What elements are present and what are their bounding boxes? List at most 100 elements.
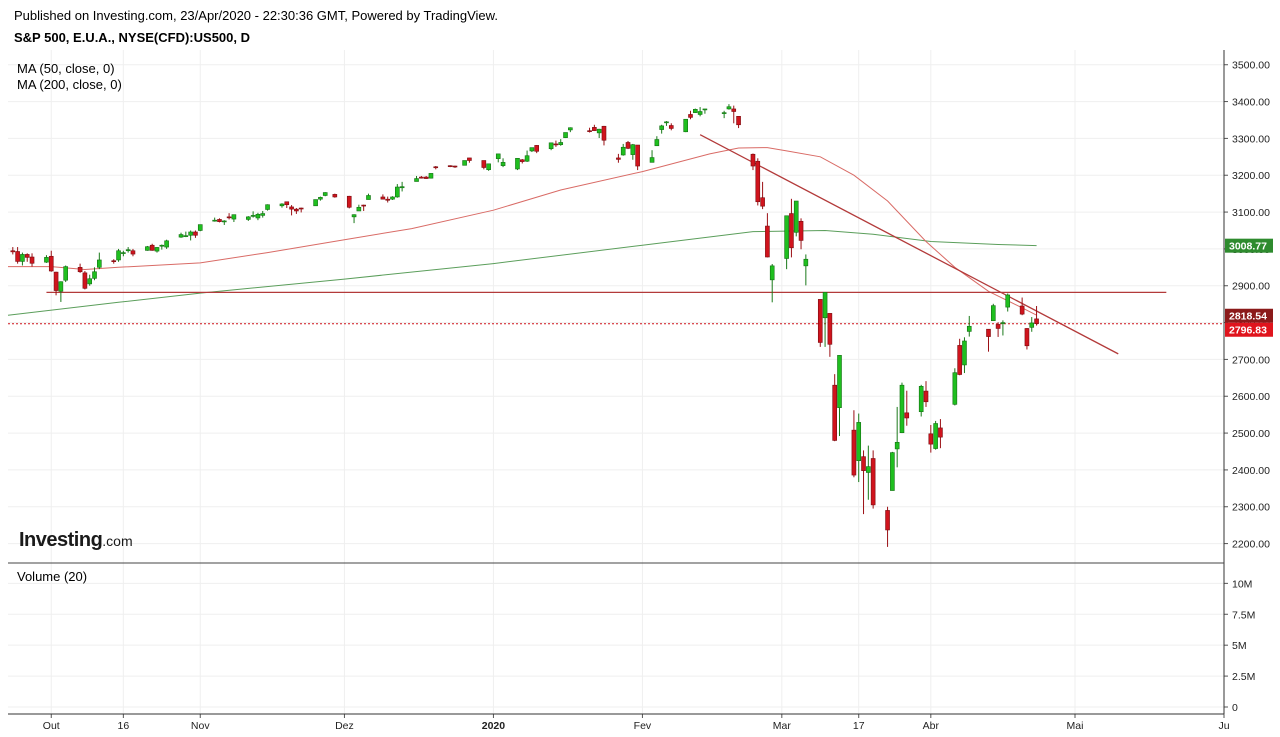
candle-body bbox=[688, 114, 693, 118]
candle-body bbox=[279, 203, 285, 207]
candle-body bbox=[265, 204, 270, 210]
candle-body bbox=[702, 108, 708, 111]
candle-body bbox=[952, 372, 958, 405]
candle-body bbox=[495, 153, 501, 159]
logo-suffix-text: .com bbox=[102, 533, 133, 549]
drawn-lines bbox=[8, 134, 1224, 355]
candle-body bbox=[890, 452, 895, 491]
candle-body bbox=[212, 219, 217, 222]
candle-body bbox=[962, 340, 967, 366]
candle-body bbox=[668, 125, 674, 129]
candle-body bbox=[592, 127, 597, 131]
candle-body bbox=[1000, 322, 1006, 324]
candle-body bbox=[428, 173, 434, 179]
candle-body bbox=[563, 132, 568, 138]
y-tick-label: 2900.00 bbox=[1232, 281, 1270, 293]
candle-body bbox=[44, 257, 49, 263]
candle-body bbox=[798, 220, 804, 241]
candle-body bbox=[188, 231, 193, 236]
candle-body bbox=[395, 186, 400, 198]
candle-body bbox=[217, 219, 222, 222]
candle-body bbox=[356, 206, 362, 212]
ma50-line bbox=[8, 147, 1037, 316]
candle-body bbox=[63, 266, 68, 281]
ma200-legend: MA (200, close, 0) bbox=[17, 77, 122, 92]
candle-body bbox=[861, 456, 866, 471]
y-tick-label: 3300.00 bbox=[1232, 133, 1270, 145]
candle-body bbox=[664, 121, 669, 124]
candle-body bbox=[721, 112, 727, 114]
ma50-legend: MA (50, close, 0) bbox=[17, 61, 115, 76]
candle-body bbox=[856, 422, 862, 462]
candle-body bbox=[87, 278, 93, 285]
candle-body bbox=[154, 247, 160, 252]
candle-body bbox=[587, 130, 592, 132]
price-badge bbox=[1225, 308, 1273, 323]
candle-body bbox=[803, 258, 809, 267]
candle-body bbox=[183, 235, 189, 237]
candle-body bbox=[462, 160, 467, 166]
candle-body bbox=[318, 197, 323, 200]
candle-body bbox=[486, 163, 491, 171]
published-caption: Published on Investing.com, 23/Apr/2020 … bbox=[14, 8, 498, 23]
candle-body bbox=[832, 384, 837, 441]
candle-body bbox=[789, 213, 794, 249]
candle-body bbox=[616, 157, 621, 160]
candle-body bbox=[10, 250, 16, 253]
candle-body bbox=[130, 250, 136, 255]
candle-body bbox=[918, 385, 924, 413]
candle-body bbox=[558, 142, 564, 145]
y-tick-label: 2600.00 bbox=[1232, 391, 1270, 403]
x-tick-label: Fev bbox=[634, 720, 652, 732]
candle-body bbox=[419, 176, 424, 179]
candle-body bbox=[97, 259, 102, 268]
x-tick-label: Nov bbox=[191, 720, 210, 732]
candle-body bbox=[601, 125, 607, 141]
x-tick-label: Dez bbox=[335, 720, 354, 732]
candle-body bbox=[53, 271, 59, 291]
candle-body bbox=[649, 157, 655, 163]
volume-legend: Volume (20) bbox=[17, 569, 88, 584]
candle-body bbox=[933, 423, 938, 449]
candle-body bbox=[519, 159, 525, 162]
candle-body bbox=[178, 234, 184, 238]
candle-body bbox=[92, 271, 97, 279]
candle-body bbox=[164, 240, 169, 248]
y-tick-label: 3500.00 bbox=[1232, 60, 1270, 72]
y-tick-label: 2500.00 bbox=[1232, 428, 1270, 440]
y-tick-label: 3400.00 bbox=[1232, 97, 1270, 109]
candle-body bbox=[159, 244, 165, 247]
candle-body bbox=[313, 199, 318, 207]
moving-averages bbox=[7, 147, 1037, 316]
chart-grid bbox=[8, 50, 1225, 714]
candle-body bbox=[851, 429, 857, 476]
candle-body bbox=[414, 178, 419, 182]
candle-body bbox=[750, 153, 756, 167]
y-tick-label: 3200.00 bbox=[1232, 170, 1270, 182]
candle-body bbox=[15, 251, 20, 262]
volume-tick-label: 0 bbox=[1232, 702, 1238, 714]
candle-body bbox=[447, 165, 453, 167]
candle-body bbox=[111, 260, 117, 262]
candle-body bbox=[1029, 322, 1035, 328]
candle-body bbox=[827, 313, 833, 345]
candle-body bbox=[899, 384, 905, 434]
candle-body bbox=[760, 197, 765, 207]
candle-body bbox=[620, 146, 626, 156]
candle-body bbox=[260, 213, 266, 216]
candle-body bbox=[990, 305, 996, 322]
y-tick-label: 2300.00 bbox=[1232, 502, 1270, 514]
candle-body bbox=[380, 196, 386, 200]
candle-body bbox=[193, 231, 198, 236]
volume-tick-label: 10M bbox=[1232, 578, 1252, 590]
candle-body bbox=[366, 195, 371, 200]
logo-main-text: Investing bbox=[19, 529, 103, 551]
candle-body bbox=[534, 145, 539, 152]
candle-body bbox=[837, 355, 842, 408]
candle-body bbox=[284, 201, 290, 206]
candle-body bbox=[145, 246, 150, 251]
volume-tick-label: 5M bbox=[1232, 640, 1247, 652]
candle-body bbox=[529, 147, 535, 152]
x-tick-label: Out bbox=[43, 720, 60, 732]
